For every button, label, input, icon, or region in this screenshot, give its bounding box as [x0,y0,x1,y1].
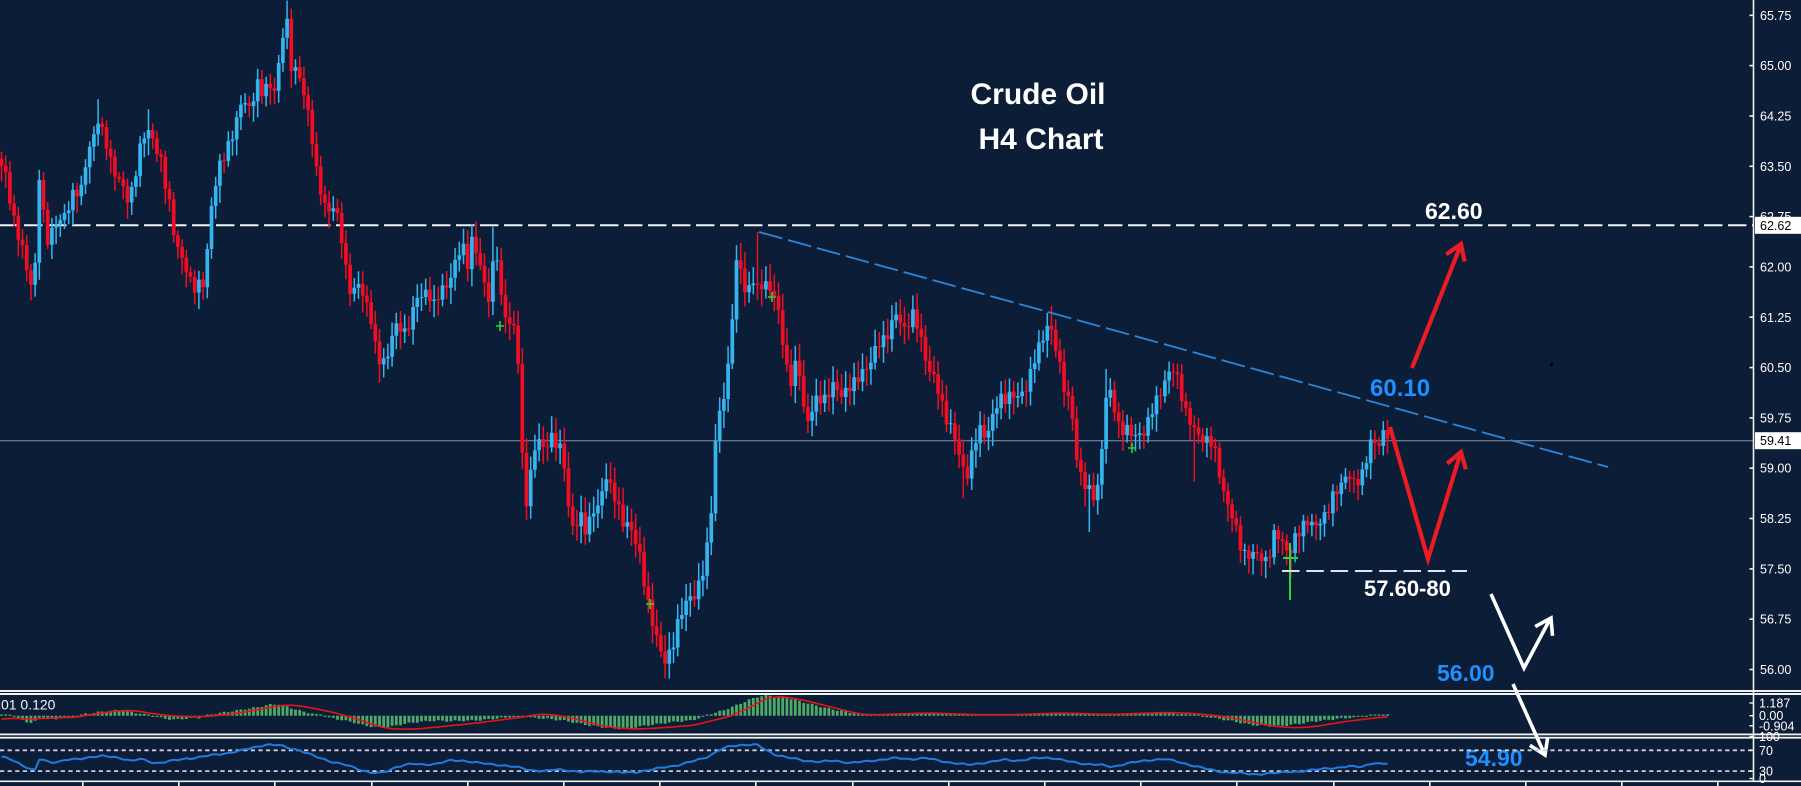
svg-text:57.60-80: 57.60-80 [1364,576,1451,601]
svg-text:Crude Oil: Crude Oil [970,78,1105,111]
svg-text:30: 30 [1759,765,1773,779]
svg-text:63.50: 63.50 [1760,160,1791,174]
svg-text:56.00: 56.00 [1760,663,1791,677]
svg-text:H4 Chart: H4 Chart [978,123,1103,156]
svg-text:56.00: 56.00 [1437,660,1495,686]
svg-text:65.00: 65.00 [1760,59,1791,73]
svg-text:70: 70 [1759,744,1773,758]
svg-text:0.00: 0.00 [1759,709,1783,723]
svg-text:62.00: 62.00 [1760,260,1791,274]
svg-text:65.75: 65.75 [1760,9,1791,23]
svg-text:62.60: 62.60 [1425,198,1483,224]
svg-text:1.187: 1.187 [1759,697,1790,711]
svg-text:56.75: 56.75 [1760,613,1791,627]
svg-text:100: 100 [1759,730,1780,744]
svg-text:57.50: 57.50 [1760,562,1791,576]
svg-text:54.90: 54.90 [1465,745,1523,771]
svg-text:64.25: 64.25 [1760,110,1791,124]
svg-text:59.00: 59.00 [1760,462,1791,476]
svg-text:60.50: 60.50 [1760,361,1791,375]
svg-text:58.25: 58.25 [1760,512,1791,526]
svg-text:0: 0 [1759,772,1766,786]
svg-text:60.10: 60.10 [1370,375,1430,402]
svg-text:0.101 0.120: 0.101 0.120 [0,697,56,713]
svg-text:61.25: 61.25 [1760,311,1791,325]
svg-text:59.41: 59.41 [1760,434,1791,448]
svg-text:-0.904: -0.904 [1759,719,1794,733]
svg-text:62.62: 62.62 [1760,219,1791,233]
svg-text:59.75: 59.75 [1760,411,1791,425]
